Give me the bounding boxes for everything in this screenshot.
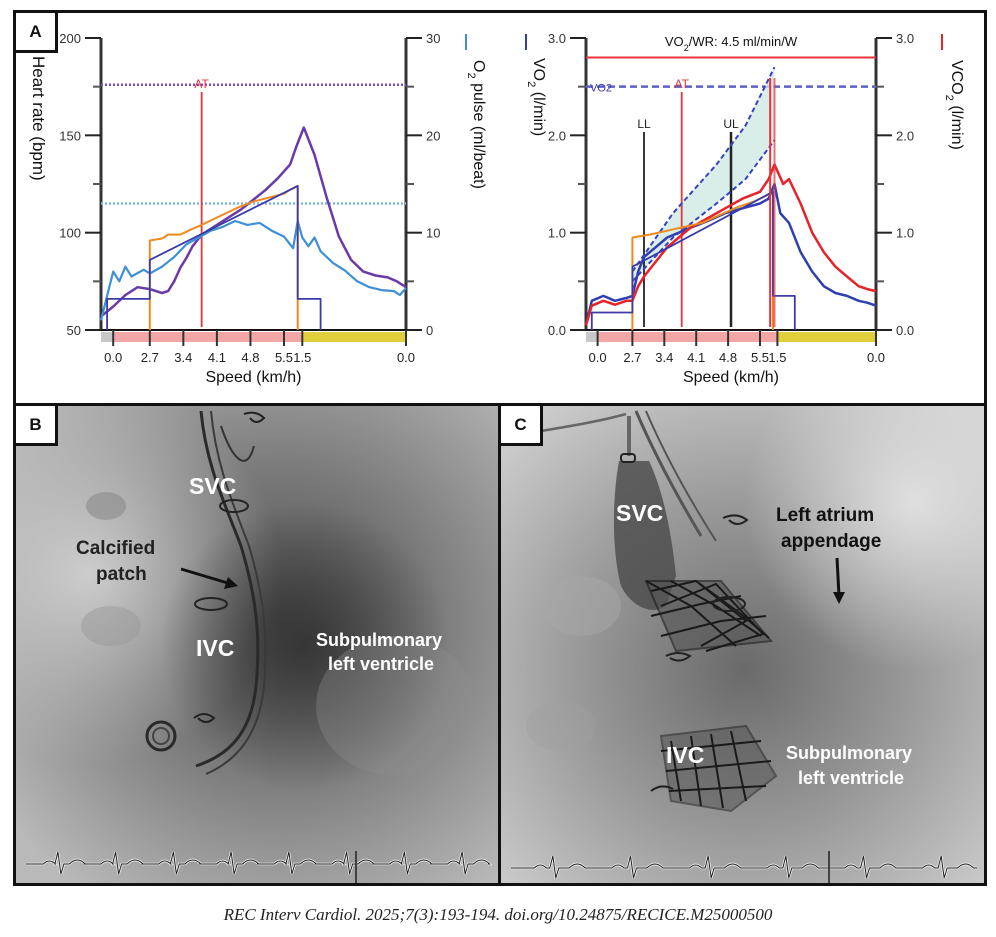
x-tick-label: 5.5 [275, 350, 293, 365]
label-subpulmonary-line1: Subpulmonary [316, 630, 442, 650]
annotation-label-at: AT [194, 77, 209, 91]
label-calcified-patch-line2: patch [96, 564, 147, 585]
annotation-label-ul: UL [723, 117, 739, 131]
arrow-icon [180, 567, 238, 589]
label-subpulmonary-line2: left ventricle [328, 654, 434, 674]
label-calcified-patch-line1: Calcified [76, 538, 155, 559]
x-tick-label: 5.5 [751, 350, 769, 365]
chart-title: VO2/WR: 4.5 ml/min/W [665, 34, 798, 53]
y-tick-label-right: 2.0 [896, 128, 914, 143]
y-tick-label-right: 20 [426, 128, 440, 143]
x-tick-label: 1.5 [768, 350, 786, 365]
label-left-atrium-line2: appendage [781, 531, 881, 552]
annotation-label-vo2: VO2 [590, 83, 612, 95]
x-tick-label: 1.5 [293, 350, 311, 365]
chart-vo2-vco2: 0.0 1.0 2.0 3.0 0.0 1.0 2.0 3.0 0.0 2.7 3.4 4.1 4.8 5… [525, 31, 965, 386]
angiography-image-b: SVC Calcified patch IVC Subpulmonary lef… [16, 406, 498, 883]
stent-mesh-upper [644, 579, 773, 653]
y-axis-label-left: VO2 (l/min) [525, 58, 547, 136]
x-tick-label: 2.7 [623, 350, 641, 365]
x-tick-label: 4.8 [719, 350, 737, 365]
citation: REC Interv Cardiol. 2025;7(3):193-194. d… [223, 905, 773, 924]
phase-bar-exercise [113, 332, 303, 342]
x-tick-label: 3.4 [174, 350, 192, 365]
figure: A 50 100 150 200 0 10 20 30 0.0 2.7 3.4 4.1 4.8 5.5 1.… [13, 10, 987, 886]
label-ivc: IVC [666, 742, 704, 768]
y-tick-label-right: 3.0 [896, 31, 914, 46]
panel-label-c: C [501, 406, 543, 446]
y-tick-label-left: 1.0 [548, 226, 566, 241]
y-tick-label-right: 10 [426, 226, 440, 241]
x-tick-label: 3.4 [655, 350, 673, 365]
phase-bar-recovery [777, 332, 876, 342]
y-tick-label-left: 50 [67, 323, 81, 338]
label-ivc: IVC [196, 635, 234, 661]
panel-a: A 50 100 150 200 0 10 20 30 0.0 2.7 3.4 4.1 4.8 5.5 1.… [16, 13, 984, 403]
series-workload [590, 190, 796, 330]
x-tick-label: 4.1 [208, 350, 226, 365]
y-axis-label-right: O2 pulse (ml/beat) [465, 60, 487, 189]
y-tick-label-right: 0.0 [896, 323, 914, 338]
x-axis-label: Speed (km/h) [205, 369, 301, 386]
sternal-wire-icon [243, 411, 266, 423]
x-axis-label: Speed (km/h) [683, 369, 779, 386]
y-tick-label-left: 2.0 [548, 128, 566, 143]
y-axis-label-right: VCO2 (l/min) [943, 60, 965, 150]
series-vo2 [584, 182, 877, 326]
y-tick-label-left: 100 [59, 226, 81, 241]
series-workload [106, 185, 322, 330]
series-vco2 [584, 163, 877, 326]
y-axis-label-left: Heart rate (bpm) [29, 56, 48, 181]
angiography-image-c: SVC Left atrium appendage IVC Subpulmona… [501, 406, 984, 883]
phase-bar-exercise [597, 332, 778, 342]
x-tick-label: 4.8 [241, 350, 259, 365]
x-tick-label: 0.0 [104, 350, 122, 365]
x-tick-label: 4.1 [687, 350, 705, 365]
arrow-icon [833, 557, 845, 604]
panel-label-a: A [16, 13, 58, 53]
x-tick-label: 0.0 [589, 350, 607, 365]
series-predicted-vo2-lower [631, 139, 776, 282]
label-subpulmonary-line1: Subpulmonary [786, 743, 912, 763]
y-tick-label-left: 3.0 [548, 31, 566, 46]
y-tick-label-right: 0 [426, 323, 433, 338]
panel-c: C [498, 403, 984, 883]
x-tick-label: 2.7 [141, 350, 159, 365]
x-tick-label: 0.0 [397, 350, 415, 365]
panel-label-b: B [16, 406, 58, 446]
phase-bar-rest [101, 332, 114, 342]
chart-heart-rate-o2-pulse: 50 100 150 200 0 10 20 30 0.0 2.7 3.4 4.1 4.8 5.5 1.5 0… [29, 31, 487, 386]
y-tick-label-right: 1.0 [896, 226, 914, 241]
label-svc: SVC [189, 473, 236, 499]
annotation-label-at: AT [674, 77, 689, 91]
y-tick-label-left: 0.0 [548, 323, 566, 338]
phase-bar-rest [586, 332, 598, 342]
x-tick-label: 0.0 [867, 350, 885, 365]
series-predicted-vo2-upper [631, 66, 776, 273]
predicted-vo2-range [632, 67, 775, 282]
y-tick-label-left: 150 [59, 128, 81, 143]
series-o2-pulse [99, 219, 407, 321]
y-tick-label-left: 200 [59, 31, 81, 46]
stent-mesh-lower [659, 724, 778, 813]
phase-bar-recovery [302, 332, 406, 342]
label-svc: SVC [616, 500, 663, 526]
y-tick-label-right: 30 [426, 31, 440, 46]
label-subpulmonary-line2: left ventricle [798, 768, 904, 788]
panel-b: B [16, 403, 498, 883]
label-left-atrium-line1: Left atrium [776, 505, 874, 526]
annotation-label-ll: LL [637, 117, 651, 131]
series-heart-rate [100, 126, 407, 318]
